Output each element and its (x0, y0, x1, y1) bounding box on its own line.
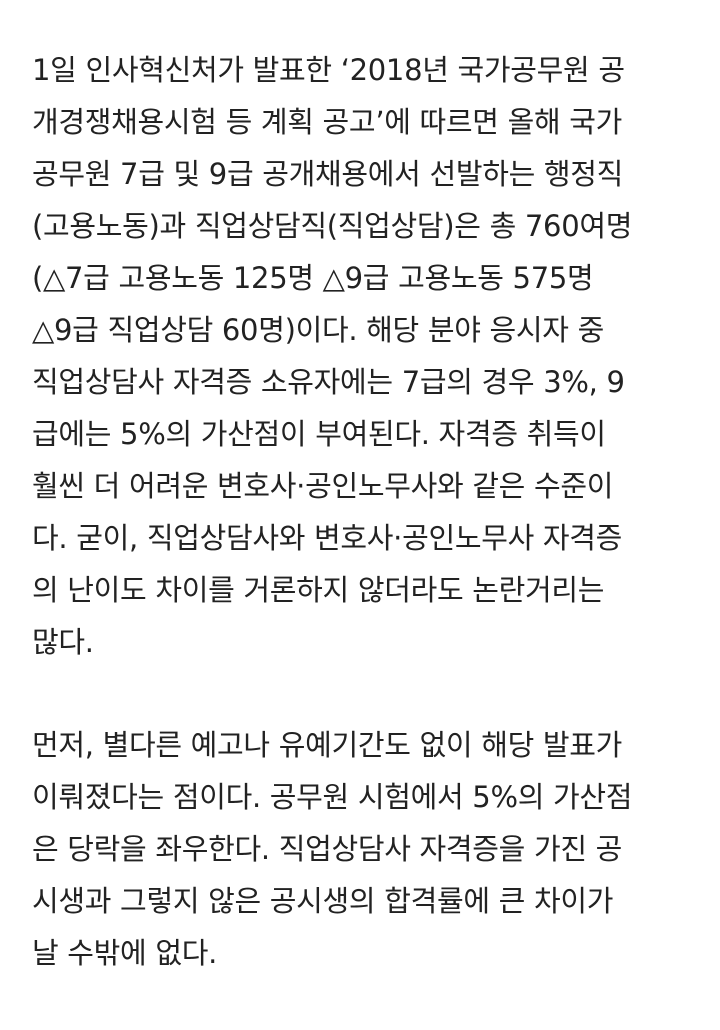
text-line: 시생과 그렇지 않은 공시생의 합격률에 큰 차이가 (32, 884, 614, 918)
text-line: 급에는 5%의 가산점이 부여된다. 자격증 취득이 (32, 417, 606, 451)
text-line: 많다. (32, 625, 94, 659)
text-line: 날 수밖에 없다. (32, 936, 218, 970)
text-line: 먼저, 별다른 예고나 유예기간도 없이 해당 발표가 (32, 728, 623, 762)
text-line: 은 당락을 좌우한다. 직업상담사 자격증을 가진 공 (32, 832, 623, 866)
text-line: 공무원 7급 및 9급 공개채용에서 선발하는 행정직 (32, 157, 624, 191)
text-line: 다. 굳이, 직업상담사와 변호사·공인노무사 자격증 (32, 521, 623, 555)
text-line: 개경쟁채용시험 등 계획 공고’에 따르면 올해 국가 (32, 105, 623, 139)
text-line: △9급 직업상담 60명)이다. 해당 분야 응시자 중 (32, 313, 604, 347)
text-line: (고용노동)과 직업상담직(직업상담)은 총 760여명 (32, 209, 633, 243)
text-line: 훨씬 더 어려운 변호사·공인노무사와 같은 수준이 (32, 469, 614, 503)
text-line: 이뤄졌다는 점이다. 공무원 시험에서 5%의 가산점 (32, 780, 633, 814)
text-line: (△7급 고용노동 125명 △9급 고용노동 575명 (32, 261, 594, 295)
text-line: 의 난이도 차이를 거론하지 않더라도 논란거리는 (32, 573, 605, 607)
text-line: 1일 인사혁신처가 발표한 ‘2018년 국가공무원 공 (32, 53, 625, 87)
text-line: 직업상담사 자격증 소유자에는 7급의 경우 3%, 9 (32, 365, 625, 399)
